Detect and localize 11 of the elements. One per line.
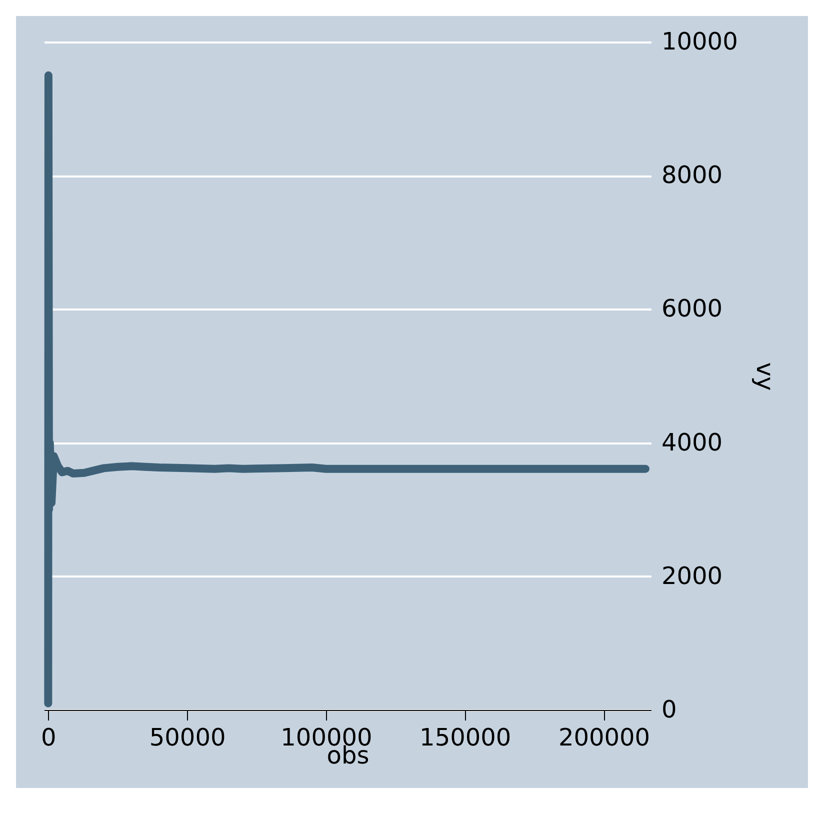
y-tick-label: 0 <box>662 696 677 724</box>
y-tick-label: 6000 <box>662 294 723 323</box>
y-tick-label: 8000 <box>662 161 723 190</box>
y-tick-label: 4000 <box>662 428 723 456</box>
x-tick-label: 200000 <box>558 724 650 752</box>
x-tick-label: 0 <box>41 724 56 752</box>
x-tick-label: 50000 <box>149 724 226 752</box>
y-tick-label: 2000 <box>662 562 723 590</box>
y-axis-title: vy <box>750 362 779 391</box>
y-tick-label: 10000 <box>662 28 738 56</box>
x-tick-label: 150000 <box>420 724 512 752</box>
